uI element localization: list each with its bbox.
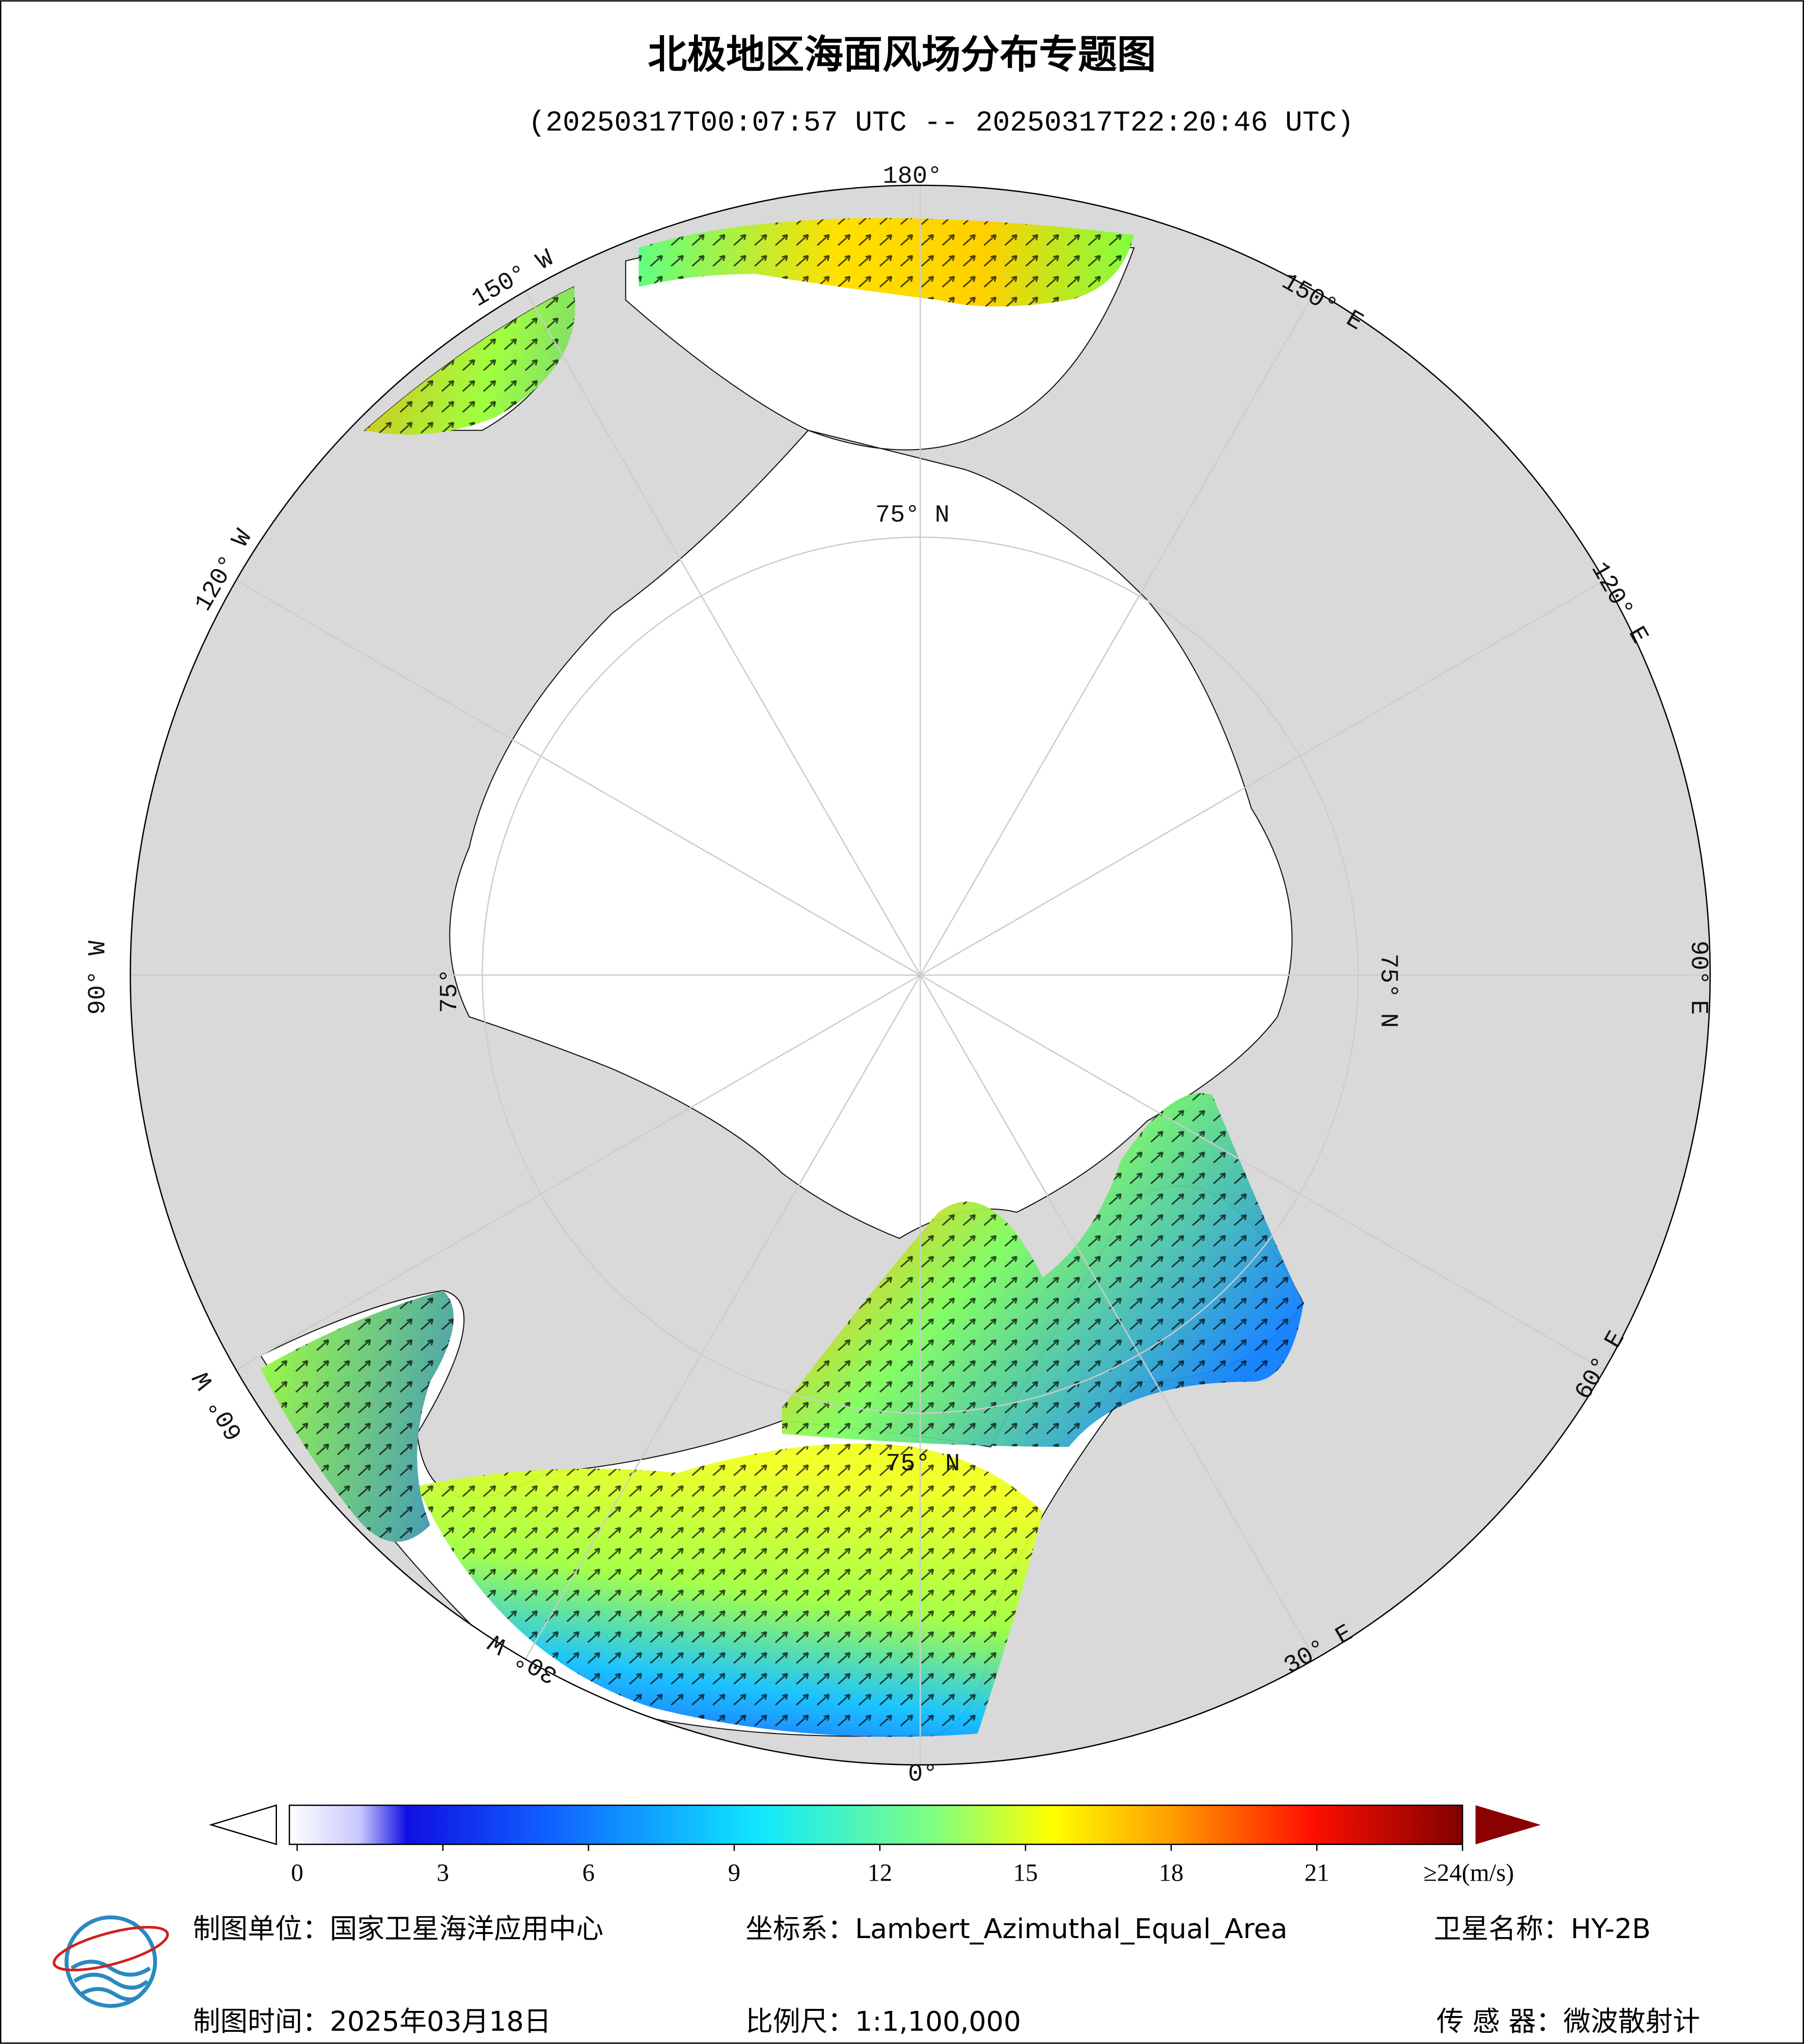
time: 制图时间：2025年03月18日 [193,2005,551,2037]
lon-label: 90° W [84,940,112,1015]
scale: 比例尺：1:1,100,000 [745,2005,1021,2037]
colorbar-tick-label: 18 [1159,1859,1184,1887]
lat-label: 75° N [1374,954,1402,1028]
lon-label: 180° [883,162,942,190]
crs: 坐标系：Lambert_Azimuthal_Equal_Area [745,1913,1287,1945]
colorbar: 0 3 6 9 12 15 18 21 ≥24(m/s) [209,1804,1541,1887]
colorbar-tick-label: 0 [291,1859,303,1887]
colorbar-tick-label: 12 [868,1859,893,1887]
lon-label: 0° [908,1760,937,1788]
wind-vectors [260,218,1303,1737]
footer: 制图单位：国家卫星海洋应用中心 坐标系：Lambert_Azimuthal_Eq… [52,1913,1700,2037]
lat-label: 75° N [875,501,950,529]
meridians [130,185,1710,1765]
subtitle: (20250317T00:07:57 UTC -- 20250317T22:20… [528,106,1354,139]
colorbar-bar [289,1804,1463,1845]
lat-label: 75° N [886,1450,960,1478]
colorbar-under [209,1804,277,1845]
colorbar-tick-label: 21 [1305,1859,1329,1887]
colorbar-over [1475,1805,1541,1844]
colorbar-tick-label: ≥24(m/s) [1423,1859,1514,1887]
colorbar-tick-label: 6 [582,1859,595,1887]
sensor: 传 感 器：微波散射计 [1436,2005,1700,2037]
logo [52,1915,169,2008]
latitude-labels: 75° N 75° N 75° 75° N [436,501,1402,1478]
map [130,185,1710,1765]
title: 北极地区海面风场分布专题图 [648,33,1156,78]
colorbar-tick-label: 15 [1013,1859,1038,1887]
producer: 制图单位：国家卫星海洋应用中心 [193,1913,603,1945]
lat-label: 75° [436,968,464,1013]
colorbar-tick-label: 3 [437,1859,449,1887]
lon-label: 90° E [1684,941,1712,1015]
satellite: 卫星名称：HY-2B [1434,1913,1651,1945]
colorbar-tick-label: 9 [728,1859,740,1887]
map-border [129,184,1711,1766]
